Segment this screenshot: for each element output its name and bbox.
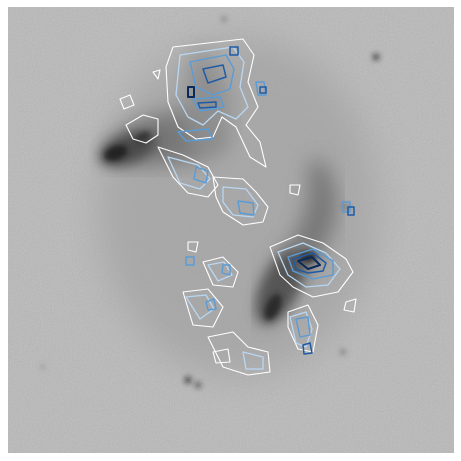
northern-galaxy	[99, 47, 230, 166]
foreground-stars	[41, 17, 379, 388]
galaxy-image-svg	[8, 7, 454, 453]
contour-darkest	[187, 86, 321, 270]
contour-outer-white	[119, 38, 357, 376]
contour-dark-blue	[197, 46, 355, 355]
contour-overlay	[119, 38, 357, 376]
galaxy-image	[8, 7, 454, 453]
contour-mid-blue	[177, 54, 351, 338]
